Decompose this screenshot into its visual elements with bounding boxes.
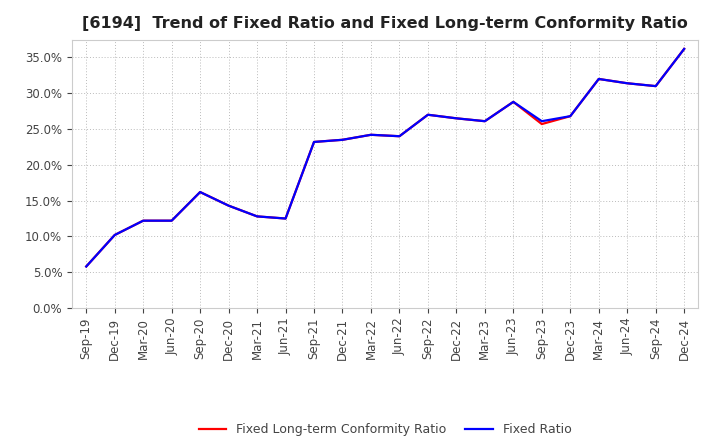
Fixed Ratio <box>395 134 404 139</box>
Fixed Long-term Conformity Ratio <box>537 121 546 127</box>
Fixed Ratio <box>480 118 489 124</box>
Fixed Long-term Conformity Ratio <box>566 114 575 119</box>
Line: Fixed Long-term Conformity Ratio: Fixed Long-term Conformity Ratio <box>86 49 684 267</box>
Fixed Ratio <box>652 84 660 89</box>
Fixed Ratio <box>423 112 432 117</box>
Fixed Long-term Conformity Ratio <box>110 232 119 238</box>
Fixed Long-term Conformity Ratio <box>310 139 318 145</box>
Fixed Long-term Conformity Ratio <box>423 112 432 117</box>
Fixed Long-term Conformity Ratio <box>395 134 404 139</box>
Fixed Long-term Conformity Ratio <box>338 137 347 143</box>
Fixed Long-term Conformity Ratio <box>652 84 660 89</box>
Fixed Long-term Conformity Ratio <box>253 214 261 219</box>
Fixed Ratio <box>338 137 347 143</box>
Fixed Long-term Conformity Ratio <box>139 218 148 224</box>
Fixed Ratio <box>680 46 688 51</box>
Fixed Long-term Conformity Ratio <box>680 46 688 51</box>
Fixed Ratio <box>566 114 575 119</box>
Fixed Ratio <box>310 139 318 145</box>
Fixed Long-term Conformity Ratio <box>225 203 233 208</box>
Fixed Long-term Conformity Ratio <box>196 189 204 194</box>
Fixed Ratio <box>196 189 204 194</box>
Fixed Ratio <box>82 264 91 269</box>
Title: [6194]  Trend of Fixed Ratio and Fixed Long-term Conformity Ratio: [6194] Trend of Fixed Ratio and Fixed Lo… <box>82 16 688 32</box>
Fixed Long-term Conformity Ratio <box>167 218 176 224</box>
Fixed Ratio <box>282 216 290 221</box>
Fixed Long-term Conformity Ratio <box>82 264 91 269</box>
Fixed Ratio <box>537 118 546 124</box>
Fixed Ratio <box>509 99 518 105</box>
Legend: Fixed Long-term Conformity Ratio, Fixed Ratio: Fixed Long-term Conformity Ratio, Fixed … <box>194 418 577 440</box>
Fixed Ratio <box>110 232 119 238</box>
Fixed Ratio <box>139 218 148 224</box>
Fixed Long-term Conformity Ratio <box>452 116 461 121</box>
Fixed Long-term Conformity Ratio <box>595 76 603 81</box>
Line: Fixed Ratio: Fixed Ratio <box>86 49 684 267</box>
Fixed Ratio <box>225 203 233 208</box>
Fixed Ratio <box>366 132 375 137</box>
Fixed Long-term Conformity Ratio <box>623 81 631 86</box>
Fixed Long-term Conformity Ratio <box>282 216 290 221</box>
Fixed Ratio <box>595 76 603 81</box>
Fixed Ratio <box>253 214 261 219</box>
Fixed Ratio <box>452 116 461 121</box>
Fixed Long-term Conformity Ratio <box>480 118 489 124</box>
Fixed Ratio <box>167 218 176 224</box>
Fixed Ratio <box>623 81 631 86</box>
Fixed Long-term Conformity Ratio <box>366 132 375 137</box>
Fixed Long-term Conformity Ratio <box>509 99 518 105</box>
